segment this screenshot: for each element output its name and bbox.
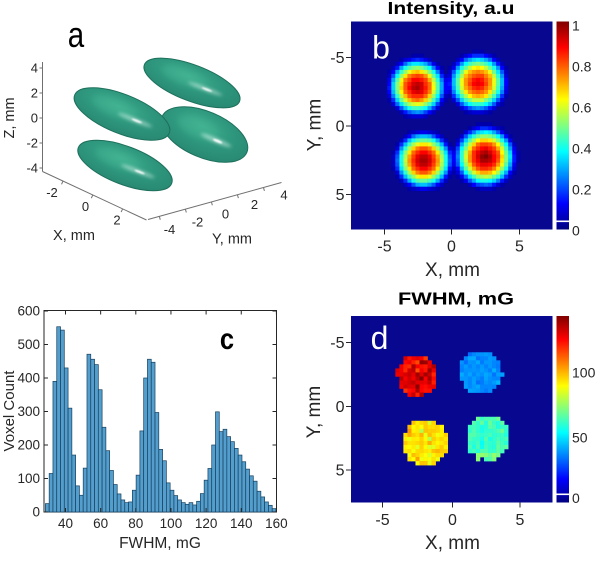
svg-text:0: 0 — [448, 512, 457, 529]
svg-text:-2: -2 — [26, 136, 38, 151]
svg-text:FWHM, mG: FWHM, mG — [398, 289, 514, 309]
svg-text:300: 300 — [17, 404, 40, 419]
svg-text:0: 0 — [32, 505, 40, 520]
svg-text:0: 0 — [447, 239, 456, 256]
svg-text:c: c — [220, 322, 234, 355]
svg-text:-5: -5 — [330, 335, 344, 352]
svg-text:80: 80 — [128, 516, 143, 531]
svg-text:X, mm: X, mm — [425, 260, 480, 281]
svg-text:40: 40 — [58, 516, 73, 531]
svg-text:200: 200 — [17, 438, 40, 453]
svg-text:a: a — [68, 14, 85, 54]
svg-text:50: 50 — [572, 430, 588, 446]
svg-text:0: 0 — [31, 111, 38, 126]
svg-text:Y, mm: Y, mm — [212, 232, 252, 248]
svg-text:X, mm: X, mm — [425, 533, 480, 554]
svg-text:2: 2 — [31, 86, 38, 101]
svg-text:-5: -5 — [330, 50, 344, 67]
svg-text:2: 2 — [113, 213, 120, 228]
svg-text:Intensity, a.u: Intensity, a.u — [388, 0, 515, 18]
svg-text:Voxel Count: Voxel Count — [1, 370, 18, 452]
svg-text:Y, mm: Y, mm — [304, 386, 325, 438]
svg-text:b: b — [372, 30, 390, 66]
svg-text:100: 100 — [572, 365, 596, 381]
svg-text:0: 0 — [572, 223, 580, 239]
svg-text:0: 0 — [336, 399, 345, 416]
svg-text:FWHM, mG: FWHM, mG — [119, 535, 201, 552]
svg-text:5: 5 — [516, 512, 525, 529]
svg-text:160: 160 — [265, 516, 288, 531]
svg-text:0: 0 — [82, 199, 89, 214]
svg-text:100: 100 — [160, 516, 183, 531]
svg-text:1: 1 — [572, 18, 580, 34]
svg-text:400: 400 — [17, 371, 40, 386]
svg-text:d: d — [371, 320, 389, 356]
svg-text:0: 0 — [336, 119, 345, 136]
svg-text:0: 0 — [572, 490, 580, 506]
svg-text:5: 5 — [336, 463, 345, 480]
svg-text:0.6: 0.6 — [572, 100, 592, 116]
svg-text:600: 600 — [17, 304, 40, 319]
svg-text:-5: -5 — [375, 512, 389, 529]
svg-text:5: 5 — [336, 187, 345, 204]
svg-text:500: 500 — [17, 337, 40, 352]
svg-text:60: 60 — [93, 516, 108, 531]
svg-text:0: 0 — [222, 207, 229, 222]
svg-text:-2: -2 — [192, 215, 204, 230]
svg-text:-4: -4 — [26, 161, 38, 176]
svg-text:-4: -4 — [164, 222, 176, 237]
svg-text:140: 140 — [230, 516, 253, 531]
svg-text:Y, mm: Y, mm — [305, 99, 326, 151]
svg-text:4: 4 — [31, 61, 38, 76]
svg-text:Z, mm: Z, mm — [2, 97, 18, 138]
svg-text:2: 2 — [251, 197, 258, 212]
svg-text:0.8: 0.8 — [572, 59, 592, 75]
svg-text:5: 5 — [515, 239, 524, 256]
svg-text:X, mm: X, mm — [53, 228, 95, 244]
svg-text:4: 4 — [280, 188, 287, 203]
svg-text:120: 120 — [195, 516, 218, 531]
svg-text:0.4: 0.4 — [572, 141, 592, 157]
svg-text:0.2: 0.2 — [572, 182, 592, 198]
svg-text:100: 100 — [17, 471, 40, 486]
svg-text:-2: -2 — [46, 185, 58, 200]
svg-text:-5: -5 — [377, 239, 391, 256]
